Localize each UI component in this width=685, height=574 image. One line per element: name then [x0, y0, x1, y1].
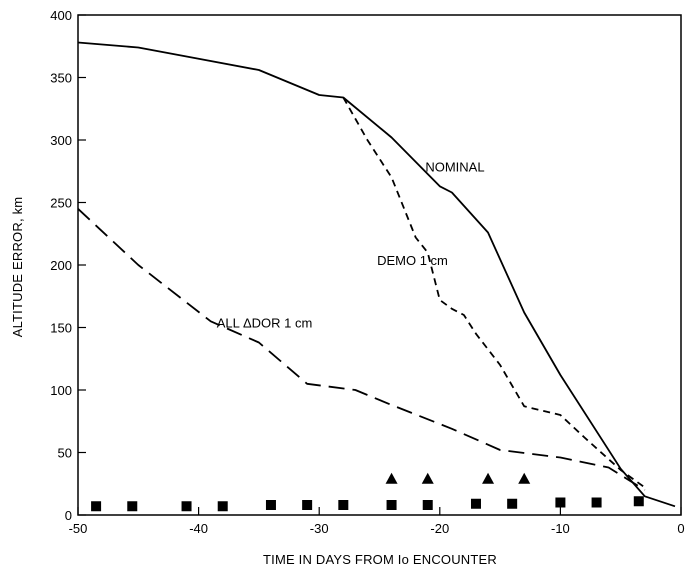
triangle-marker	[482, 472, 495, 484]
square-marker	[591, 497, 602, 508]
y-tick-label: 50	[58, 446, 72, 461]
y-tick-label: 100	[50, 383, 72, 398]
annotation-label: ALL ΔDOR 1 cm	[217, 316, 313, 331]
square-marker	[302, 500, 313, 510]
x-tick-label: -30	[310, 521, 329, 536]
y-tick-label: 350	[50, 71, 72, 86]
series-line-demo-1-cm	[342, 97, 646, 489]
square-marker	[386, 500, 397, 510]
annotation-label: NOMINAL	[425, 159, 484, 174]
square-marker	[338, 500, 349, 510]
annotation-layer: NOMINAL DEMO 1 cm ALL ΔDOR 1 cm	[217, 159, 485, 330]
x-tick-label: -10	[551, 521, 570, 536]
x-tick-label: -20	[430, 521, 449, 536]
series-line-all-dor-1-cm	[77, 208, 646, 491]
y-axis-label: ALTITUDE ERROR, km	[10, 197, 25, 338]
x-tick-label: -50	[69, 521, 88, 536]
square-marker	[127, 501, 138, 512]
y-tick-label: 150	[50, 321, 72, 336]
triangle-marker	[421, 472, 434, 484]
square-marker	[470, 498, 481, 509]
square-marker	[555, 497, 566, 508]
square-marker	[217, 501, 228, 512]
triangle-marker	[518, 472, 531, 484]
axes: 0 50 100 150 200 250 300 350 400 -50 -40 -30 -20 -10 0	[50, 8, 684, 536]
square-marker	[181, 501, 192, 512]
y-tick-label: 200	[50, 258, 72, 273]
series-line-nominal	[77, 41, 676, 508]
y-tick-label: 300	[50, 133, 72, 148]
y-tick-label: 400	[50, 8, 72, 23]
triangle-marker	[385, 472, 398, 484]
annotation-label: DEMO 1 cm	[377, 253, 448, 268]
marker-layer	[91, 472, 644, 512]
square-marker	[633, 496, 644, 507]
x-tick-label: -40	[189, 521, 208, 536]
square-marker	[422, 500, 433, 510]
y-tick-label: 250	[50, 196, 72, 211]
square-marker	[91, 501, 102, 512]
y-tick-label: 0	[65, 508, 72, 523]
series-layer	[77, 41, 676, 508]
square-marker	[265, 500, 276, 510]
x-tick-label: 0	[677, 521, 684, 536]
x-axis-label: TIME IN DAYS FROM Io ENCOUNTER	[263, 552, 497, 567]
square-marker	[507, 498, 518, 509]
